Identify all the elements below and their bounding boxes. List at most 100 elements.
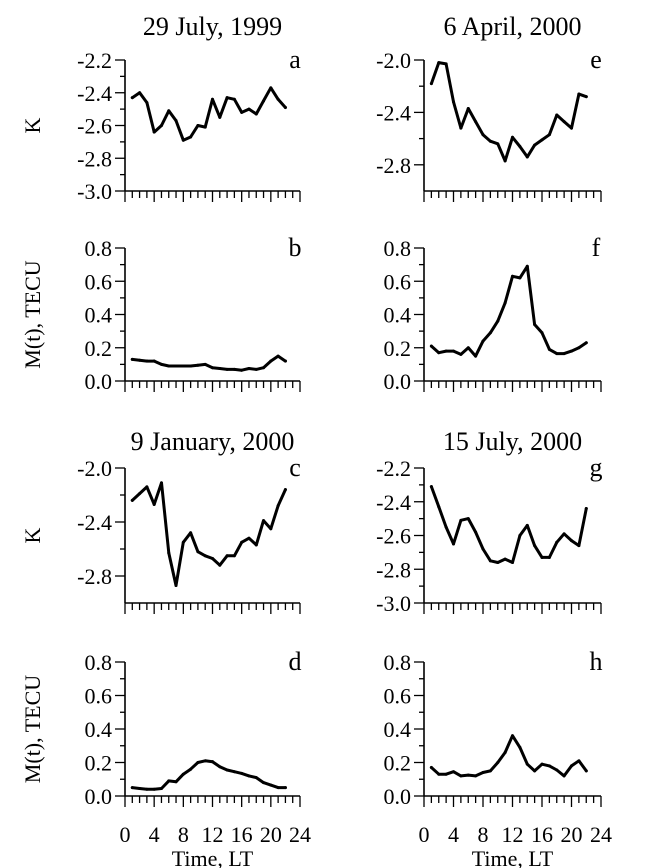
y-tick-label-f: 0.8 (384, 236, 412, 261)
data-point-d (211, 760, 214, 764)
data-point-h (437, 772, 441, 776)
y-tick-label-e: -2.4 (376, 100, 411, 125)
data-point-f (547, 347, 551, 351)
data-point-d (181, 772, 185, 776)
data-point-f (452, 349, 455, 353)
panel-letter-f: f (592, 233, 601, 262)
data-point-b (276, 354, 280, 358)
y-tick-label-c: -2.8 (77, 564, 112, 589)
x-tick-label-h: 12 (502, 822, 524, 847)
x-tick-label-d: 20 (260, 822, 282, 847)
data-point-d (232, 770, 236, 774)
data-point-b (159, 362, 163, 366)
y-tick-label-a: -2.4 (77, 81, 112, 106)
data-point-h (466, 773, 470, 777)
data-point-c (189, 531, 193, 535)
y-tick-label-d: 0.6 (85, 684, 113, 709)
data-point-b (145, 359, 149, 363)
y-axis-title-c: K (20, 527, 45, 543)
data-point-f (577, 346, 581, 350)
y-tick-label-c: -2.4 (77, 510, 112, 535)
data-point-a (211, 97, 214, 101)
data-point-f (503, 301, 507, 305)
panel-letter-c: c (289, 453, 301, 482)
data-point-e (496, 142, 500, 146)
series-line-a (130, 86, 287, 142)
data-point-d (174, 780, 178, 784)
data-point-c (225, 554, 229, 558)
data-point-b (240, 368, 244, 372)
x-tick-label-d: 24 (289, 822, 311, 847)
data-point-g (577, 544, 581, 548)
x-tick-label-h: 4 (448, 822, 459, 847)
data-point-b (283, 359, 287, 363)
data-point-h (577, 759, 581, 763)
data-point-e (562, 120, 566, 124)
data-point-g (444, 525, 448, 529)
data-point-h (540, 762, 544, 766)
y-tick-label-f: 0.0 (384, 369, 412, 394)
data-point-g (496, 561, 500, 564)
x-tick-label-d: 12 (202, 822, 224, 847)
data-point-a (174, 119, 178, 123)
panel-title-c: 9 January, 2000 (131, 427, 295, 456)
data-point-h (429, 766, 433, 770)
data-point-d (159, 786, 163, 790)
data-point-e (481, 133, 485, 137)
data-point-b (196, 363, 200, 367)
data-point-b (232, 367, 236, 371)
x-tick-label-d: 4 (149, 822, 160, 847)
data-point-c (196, 550, 200, 554)
data-point-h (547, 764, 551, 768)
data-point-a (225, 96, 229, 100)
data-point-b (189, 364, 193, 368)
data-point-a (262, 99, 266, 103)
data-point-b (203, 362, 207, 366)
data-point-b (211, 366, 214, 370)
y-tick-label-g: -3.0 (376, 591, 411, 616)
data-point-c (247, 536, 251, 540)
data-point-g (555, 540, 559, 544)
data-point-e (503, 159, 507, 163)
data-point-e (429, 82, 433, 86)
data-point-d (283, 786, 287, 790)
panel-letter-h: h (590, 647, 603, 676)
data-point-g (474, 530, 478, 534)
data-point-c (167, 551, 171, 555)
y-tick-label-b: 0.2 (85, 336, 113, 361)
data-point-c (159, 481, 163, 485)
data-point-b (247, 367, 251, 371)
data-point-d (225, 768, 229, 772)
series-line-d (130, 759, 287, 791)
data-point-e (452, 100, 455, 104)
x-tick-label-d: 0 (120, 822, 131, 847)
data-point-d (276, 786, 280, 790)
panel-title-g: 15 July, 2000 (443, 427, 582, 456)
x-tick-label-h: 20 (561, 822, 583, 847)
data-point-d (196, 761, 200, 764)
data-point-c (218, 563, 222, 567)
data-point-c (145, 485, 149, 489)
y-tick-label-b: 0.4 (85, 303, 113, 328)
data-point-f (533, 322, 537, 326)
data-point-e (488, 139, 492, 143)
data-point-c (269, 527, 273, 531)
x-tick-label-h: 0 (419, 822, 430, 847)
y-tick-label-d: 0.2 (85, 751, 113, 776)
data-point-g (437, 505, 441, 509)
y-tick-label-h: 0.6 (384, 684, 412, 709)
data-point-f (429, 344, 433, 348)
data-point-h (444, 772, 448, 776)
data-point-b (174, 364, 178, 368)
data-point-h (533, 769, 537, 773)
y-tick-label-a: -2.6 (77, 114, 112, 139)
y-tick-label-b: 0.6 (85, 269, 113, 294)
data-point-c (130, 498, 134, 502)
y-tick-label-g: -2.6 (376, 524, 411, 549)
x-axis-title-d: Time, LT (172, 846, 254, 868)
data-point-a (276, 97, 280, 101)
y-tick-label-g: -2.2 (376, 456, 411, 481)
data-point-f (459, 352, 463, 356)
data-point-c (240, 540, 244, 544)
data-point-d (189, 767, 193, 771)
